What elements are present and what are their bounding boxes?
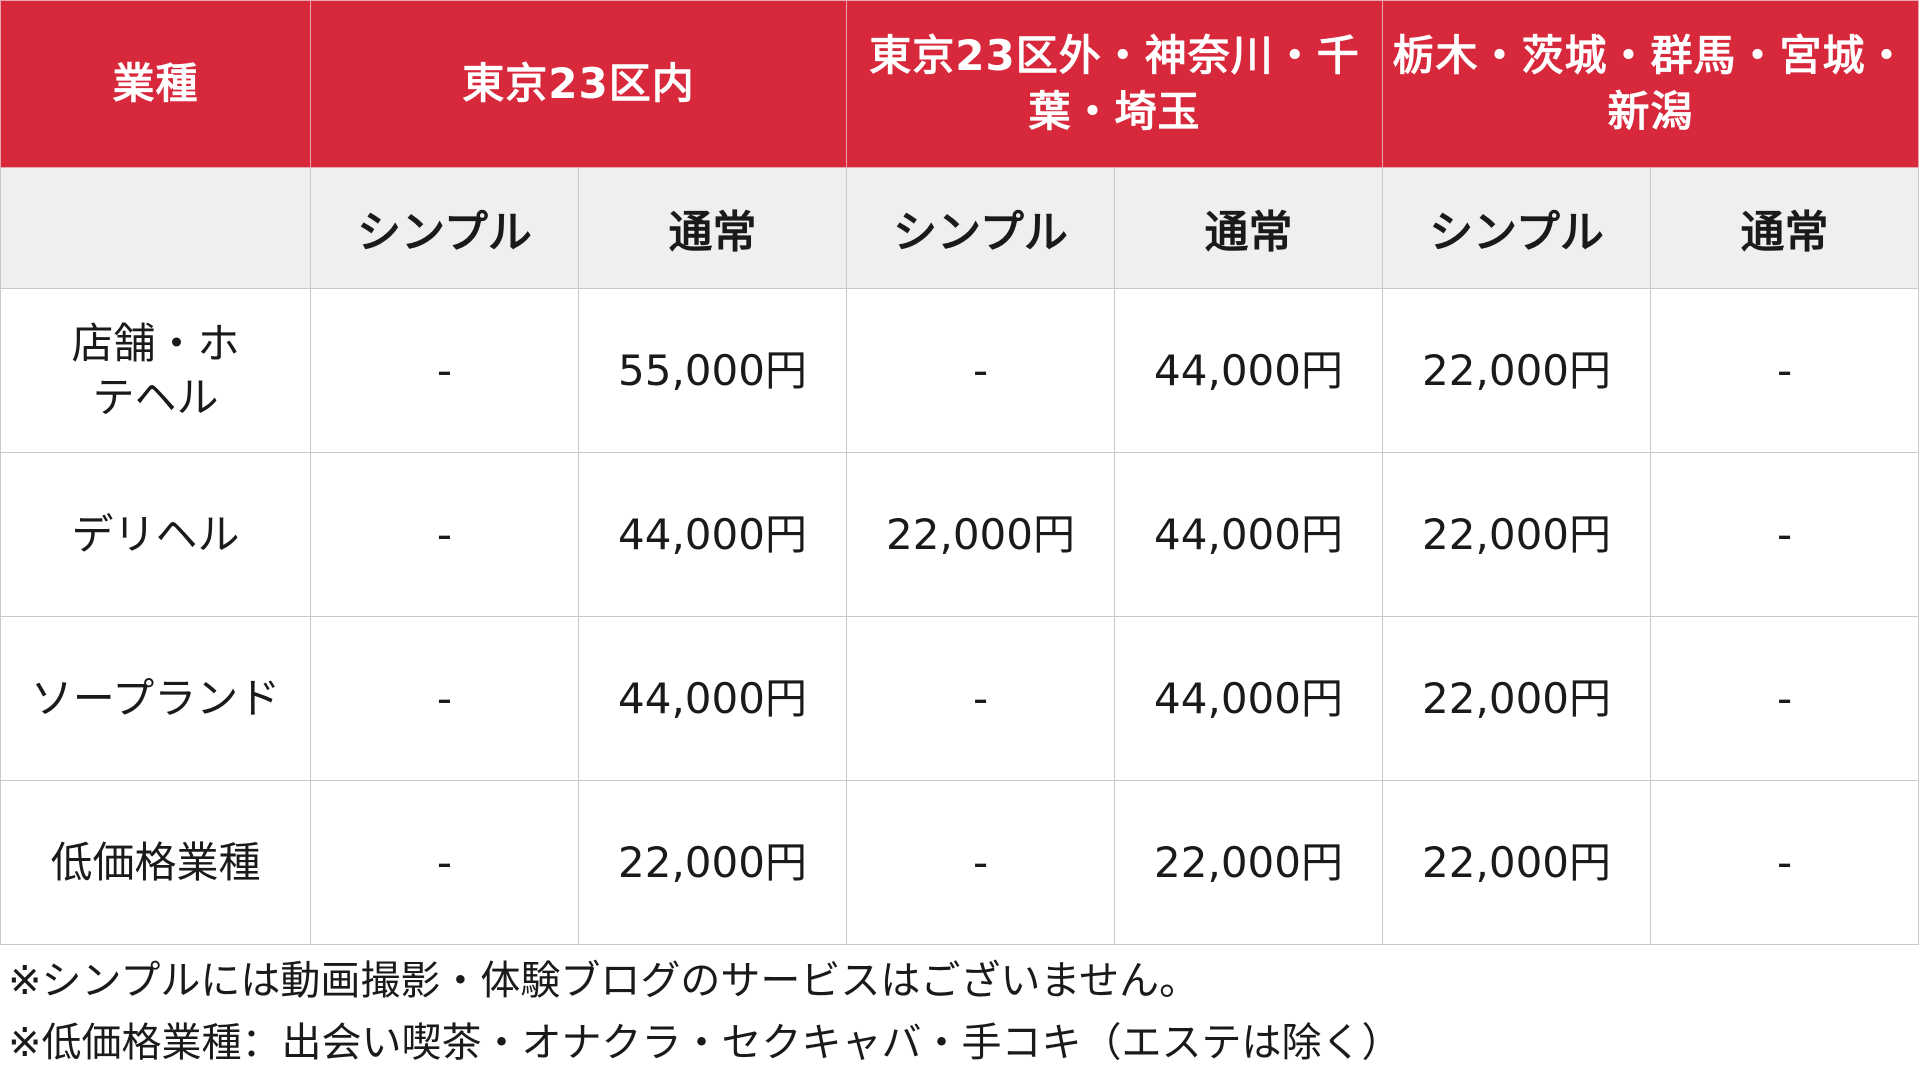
price-cell: - (1650, 288, 1919, 453)
plan-header-row: シンプル 通常 シンプル 通常 シンプル 通常 (0, 167, 1919, 289)
plan-header-empty (0, 167, 311, 289)
price-cell: 22,000円 (1382, 780, 1652, 945)
region-header-row: 業種 東京23区内 東京23区外・神奈川・千葉・埼玉 栃木・茨城・群馬・宮城・新… (0, 0, 1919, 168)
plan-header-cell: シンプル (1382, 167, 1652, 289)
price-cell: - (846, 780, 1116, 945)
category-cell: 店舗・ホテヘル (0, 288, 311, 453)
price-cell: - (310, 780, 579, 945)
price-cell: - (1650, 780, 1919, 945)
price-cell: - (310, 452, 579, 617)
plan-header-cell: シンプル (310, 167, 579, 289)
price-cell: - (1650, 616, 1919, 781)
plan-header-cell: シンプル (846, 167, 1116, 289)
category-header: 業種 (0, 0, 311, 168)
table-row: 低価格業種 - 22,000円 - 22,000円 22,000円 - (0, 780, 1919, 945)
price-cell: - (1650, 452, 1919, 617)
table-row: ソープランド - 44,000円 - 44,000円 22,000円 - (0, 616, 1919, 781)
price-cell: 22,000円 (1382, 288, 1652, 453)
price-cell: 22,000円 (1114, 780, 1384, 945)
price-cell: 44,000円 (577, 616, 848, 781)
price-cell: 22,000円 (846, 452, 1116, 617)
plan-header-cell: 通常 (1650, 167, 1919, 289)
region-header-tokyo23: 東京23区内 (309, 0, 848, 168)
category-label: 店舗・ホテヘル (71, 318, 240, 422)
footnote-simple-plan: ※シンプルには動画撮影・体験ブログのサービスはございません。 (8, 958, 1200, 1004)
table-row: デリヘル - 44,000円 22,000円 44,000円 22,000円 - (0, 452, 1919, 617)
price-cell: - (310, 288, 579, 453)
footnote-low-price-category: ※低価格業種：出会い喫茶・オナクラ・セクキャバ・手コキ（エステは除く） (8, 1020, 1402, 1066)
region-header-north-kanto: 栃木・茨城・群馬・宮城・新潟 (1382, 0, 1919, 168)
plan-header-cell: 通常 (1114, 167, 1384, 289)
price-cell: 22,000円 (577, 780, 848, 945)
category-cell: デリヘル (0, 452, 311, 617)
price-cell: - (310, 616, 579, 781)
footnotes: ※シンプルには動画撮影・体験ブログのサービスはございません。 ※低価格業種：出会… (8, 950, 1402, 1074)
price-cell: 55,000円 (577, 288, 848, 453)
table-row: 店舗・ホテヘル - 55,000円 - 44,000円 22,000円 - (0, 288, 1919, 453)
price-cell: 22,000円 (1382, 616, 1652, 781)
price-cell: - (846, 288, 1116, 453)
price-cell: 44,000円 (1114, 288, 1384, 453)
price-table: 業種 東京23区内 東京23区外・神奈川・千葉・埼玉 栃木・茨城・群馬・宮城・新… (0, 0, 1919, 945)
price-cell: 44,000円 (1114, 616, 1384, 781)
region-header-kanto-outer: 東京23区外・神奈川・千葉・埼玉 (846, 0, 1384, 168)
price-cell: 22,000円 (1382, 452, 1652, 617)
price-cell: 44,000円 (1114, 452, 1384, 617)
category-cell: ソープランド (0, 616, 311, 781)
category-cell: 低価格業種 (0, 780, 311, 945)
plan-header-cell: 通常 (577, 167, 848, 289)
price-cell: - (846, 616, 1116, 781)
price-cell: 44,000円 (577, 452, 848, 617)
